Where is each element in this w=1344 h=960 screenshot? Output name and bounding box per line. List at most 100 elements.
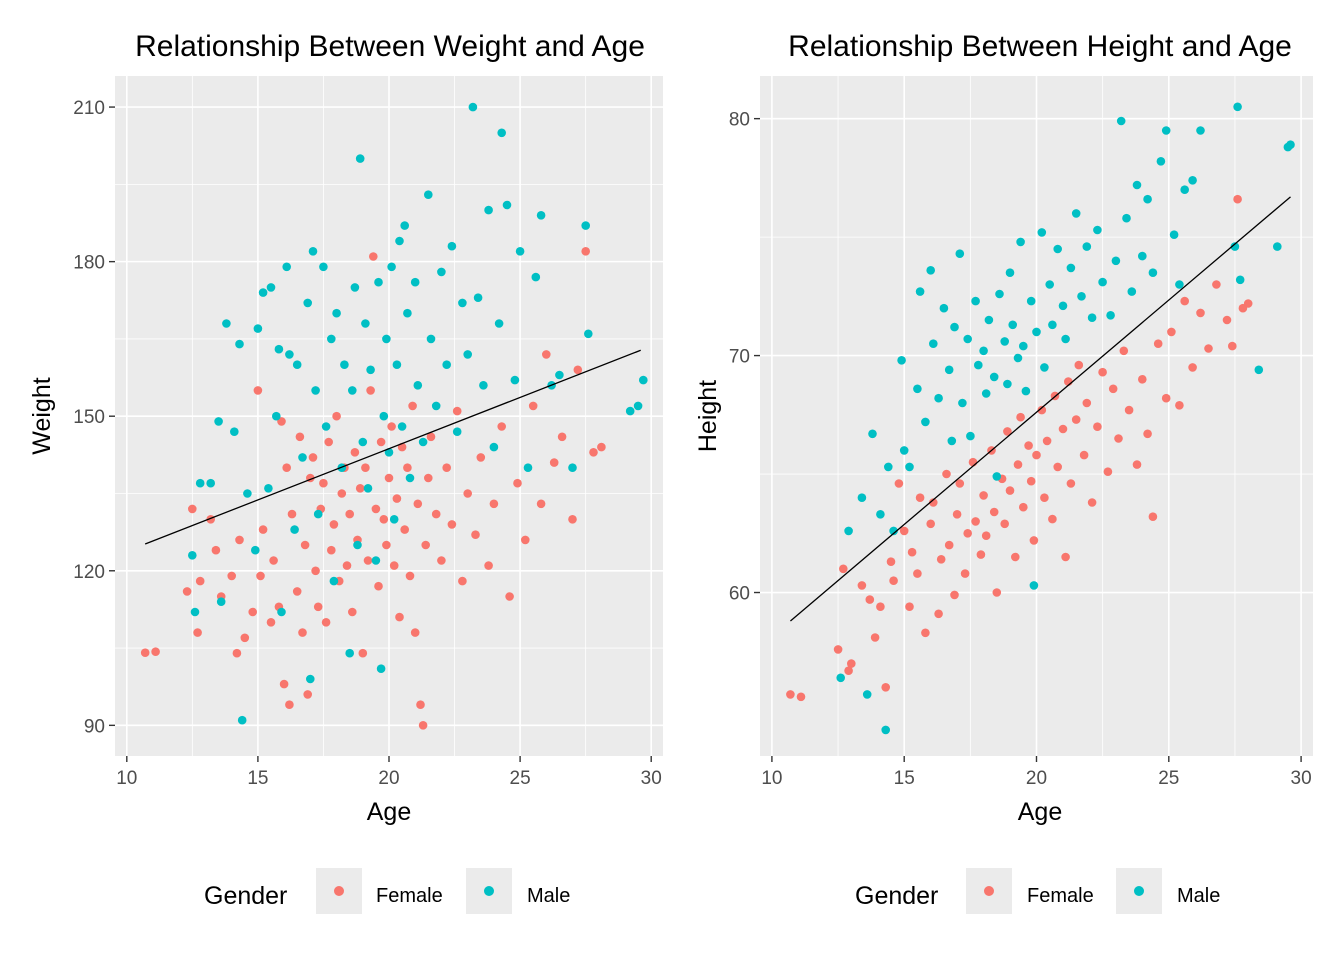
- point-male: [392, 360, 402, 370]
- point-female: [211, 545, 221, 555]
- point-male: [484, 205, 493, 215]
- legend-label-male: Male: [1177, 885, 1220, 907]
- point-female: [395, 612, 404, 622]
- point-female: [1143, 429, 1152, 439]
- point-female: [345, 509, 355, 519]
- point-female: [528, 401, 538, 411]
- height-age-legend: Gender Female Male: [855, 868, 1220, 914]
- point-male: [479, 381, 488, 390]
- point-female: [452, 406, 462, 416]
- point-male: [348, 386, 357, 395]
- x-tick-label: 30: [1291, 768, 1312, 789]
- point-male: [966, 431, 975, 441]
- point-female: [405, 571, 415, 581]
- legend-swatch-female: [334, 886, 344, 896]
- point-female: [1074, 360, 1084, 370]
- point-female: [1005, 486, 1015, 495]
- point-female: [1024, 441, 1033, 450]
- point-male: [403, 308, 412, 318]
- weight-age-axis-ticks: 10 15 20 25 30 90 120 150 180 210: [73, 98, 661, 789]
- point-male: [1273, 242, 1282, 251]
- point-male: [515, 247, 525, 256]
- x-tick-label: 20: [1026, 768, 1047, 789]
- point-male: [1127, 287, 1137, 296]
- weight-age-plot: Relationship Between Weight and Age 10 15…: [28, 30, 663, 826]
- point-female: [1243, 299, 1253, 308]
- point-female: [847, 659, 856, 668]
- point-female: [1087, 498, 1097, 507]
- point-male: [222, 319, 231, 328]
- point-female: [1013, 460, 1023, 469]
- point-female: [295, 432, 305, 442]
- point-male: [353, 540, 362, 550]
- point-male: [237, 715, 247, 725]
- point-male: [321, 422, 331, 431]
- point-female: [549, 458, 559, 467]
- point-female: [833, 645, 843, 654]
- legend-swatch-male: [484, 886, 494, 896]
- point-male: [188, 551, 197, 560]
- point-male: [1111, 256, 1121, 266]
- point-female: [960, 569, 970, 578]
- point-male: [442, 360, 452, 370]
- point-male: [266, 283, 276, 292]
- weight-age-trend-line-group: [144, 349, 641, 545]
- point-female: [140, 648, 150, 657]
- point-female: [327, 545, 336, 555]
- point-female: [313, 602, 323, 612]
- point-female: [786, 690, 795, 699]
- point-male: [995, 289, 1004, 299]
- point-female: [905, 602, 914, 611]
- point-male: [395, 236, 404, 246]
- y-tick-label: 150: [73, 407, 105, 428]
- point-male: [1082, 242, 1092, 251]
- point-female: [248, 607, 257, 617]
- point-male: [389, 515, 399, 524]
- point-male: [243, 489, 252, 498]
- point-male: [371, 556, 381, 565]
- point-male: [458, 298, 467, 308]
- point-female: [387, 422, 396, 431]
- point-male: [1175, 280, 1184, 289]
- point-male: [568, 463, 577, 473]
- y-tick-label: 180: [73, 253, 105, 274]
- point-male: [473, 293, 483, 303]
- point-female: [950, 590, 959, 600]
- point-female: [1066, 479, 1076, 488]
- point-female: [1228, 341, 1237, 351]
- point-male: [929, 339, 938, 349]
- weight-age-legend: Gender Female Male: [204, 868, 570, 914]
- point-male: [463, 350, 473, 359]
- point-male: [974, 360, 983, 370]
- point-male: [311, 386, 320, 395]
- point-female: [926, 519, 935, 529]
- point-male: [1026, 296, 1036, 306]
- point-male: [944, 365, 954, 375]
- point-male: [494, 319, 504, 328]
- point-female: [1180, 296, 1189, 306]
- point-male: [1066, 263, 1076, 273]
- point-male: [1008, 320, 1017, 330]
- x-tick-label: 25: [1158, 768, 1179, 789]
- point-female: [1032, 450, 1041, 460]
- point-female: [285, 700, 294, 709]
- height-age-x-axis-label: Age: [1018, 798, 1062, 826]
- point-male: [376, 664, 386, 673]
- point-female: [431, 509, 441, 519]
- point-male: [536, 211, 546, 220]
- point-female: [232, 648, 242, 658]
- point-male: [251, 545, 260, 555]
- point-male: [426, 334, 436, 344]
- point-male: [298, 453, 307, 462]
- point-male: [361, 319, 370, 328]
- legend-swatch-male: [1134, 886, 1144, 896]
- point-female: [1048, 514, 1057, 524]
- point-female: [936, 555, 946, 564]
- point-female: [1026, 476, 1036, 486]
- point-female: [899, 526, 909, 536]
- point-female: [981, 531, 991, 540]
- point-male: [292, 360, 302, 370]
- point-female: [458, 576, 467, 586]
- point-male: [897, 356, 906, 365]
- point-male: [332, 308, 341, 318]
